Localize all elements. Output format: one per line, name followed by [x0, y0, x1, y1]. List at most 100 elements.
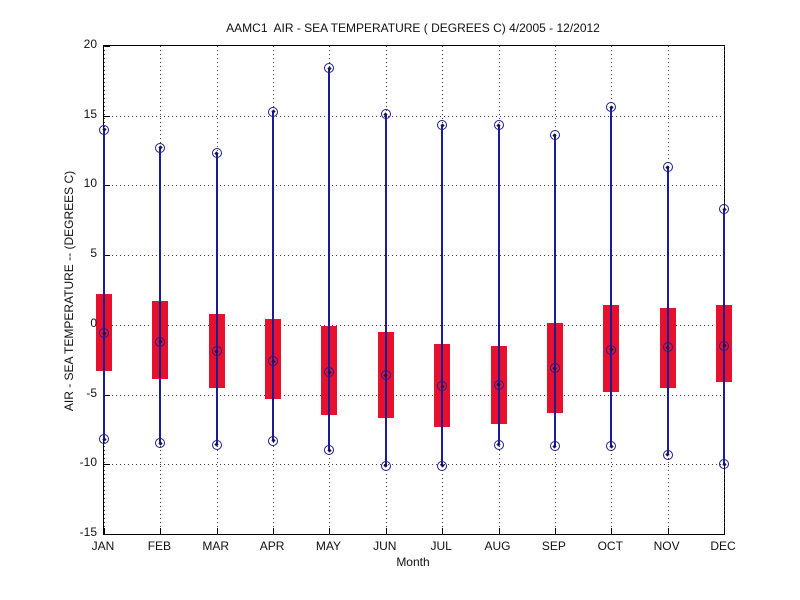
median-marker-sep — [549, 363, 560, 374]
marker-center-dot — [327, 370, 332, 375]
marker-center-dot — [609, 347, 614, 353]
marker-center-dot — [721, 207, 727, 212]
x-tick-label-jan: JAN — [91, 539, 115, 553]
gridline-y-0 — [104, 324, 724, 326]
median-marker-jul — [437, 381, 448, 392]
marker-center-dot — [158, 145, 163, 150]
marker-center-dot — [496, 382, 501, 387]
median-marker-jun — [380, 370, 391, 381]
y-tick-label: 15 — [83, 106, 97, 121]
marker-center-dot — [270, 109, 276, 114]
min-marker-dec — [719, 459, 729, 470]
xtick-mark-apr — [273, 528, 275, 534]
ytick-mark-5 — [104, 255, 110, 257]
xtick-mark-dec — [724, 528, 725, 534]
marker-center-dot — [552, 365, 558, 371]
whisker-line-feb — [159, 147, 162, 444]
y-tick-label: 5 — [90, 246, 97, 261]
marker-center-dot — [609, 105, 614, 110]
whisker-line-mar — [215, 153, 218, 445]
x-tick-label-nov: NOV — [653, 539, 680, 553]
marker-center-dot — [665, 345, 670, 350]
chart-title: AAMC1 AIR - SEA TEMPERATURE ( DEGREES C)… — [226, 21, 600, 35]
min-marker-sep — [549, 441, 560, 452]
median-marker-oct — [606, 344, 617, 355]
y-tick-label: -10 — [79, 455, 97, 470]
x-tick-label-oct: OCT — [597, 539, 623, 553]
xtick-mark-aug — [498, 528, 500, 534]
marker-center-dot — [609, 444, 614, 449]
max-marker-jul — [437, 120, 448, 131]
y-tick-label: 0 — [90, 315, 97, 330]
marker-center-dot — [383, 372, 388, 378]
marker-center-dot — [383, 463, 388, 468]
median-marker-jan — [99, 328, 109, 339]
min-marker-mar — [211, 439, 222, 450]
max-marker-dec — [719, 204, 729, 215]
marker-center-dot — [552, 444, 558, 449]
x-tick-label-aug: AUG — [484, 539, 511, 553]
x-tick-label-sep: SEP — [541, 539, 566, 553]
min-marker-feb — [155, 438, 166, 449]
x-axis-label: Month — [396, 555, 430, 569]
xtick-mark-nov — [667, 528, 669, 534]
marker-center-dot — [665, 165, 670, 170]
xtick-mark-sep — [554, 528, 556, 534]
whisker-line-jul — [441, 125, 444, 466]
xtick-mark-jan — [104, 528, 105, 534]
marker-center-dot — [270, 358, 276, 364]
x-tick-label-dec: DEC — [710, 539, 736, 553]
max-marker-sep — [549, 130, 560, 141]
whisker-line-oct — [610, 107, 613, 447]
marker-center-dot — [158, 339, 163, 344]
gridline-y--5 — [104, 394, 724, 396]
plot-area — [96, 45, 732, 535]
marker-center-dot — [721, 343, 727, 348]
max-marker-jun — [380, 109, 391, 120]
y-tick-label: 10 — [83, 176, 97, 191]
marker-center-dot — [327, 448, 332, 453]
gridline-y-5 — [104, 255, 724, 257]
whisker-line-sep — [553, 135, 556, 447]
x-tick-label-jul: JUL — [430, 539, 452, 553]
whisker-line-aug — [497, 125, 500, 445]
marker-center-dot — [270, 438, 276, 443]
x-tick-label-jun: JUN — [373, 539, 397, 553]
marker-center-dot — [496, 123, 501, 128]
median-marker-apr — [268, 356, 279, 367]
gridline-y-15 — [104, 115, 724, 117]
marker-center-dot — [721, 462, 727, 467]
marker-center-dot — [101, 331, 107, 336]
y-tick-label: -15 — [79, 525, 97, 539]
x-tick-label-feb: FEB — [147, 539, 172, 553]
median-marker-mar — [211, 346, 222, 357]
marker-center-dot — [327, 66, 332, 71]
marker-center-dot — [440, 384, 445, 389]
xtick-mark-mar — [216, 528, 218, 534]
gridline-y--10 — [104, 464, 724, 466]
median-marker-nov — [662, 342, 673, 353]
ytick-mark-20 — [104, 46, 110, 47]
marker-center-dot — [214, 349, 219, 354]
ytick-mark-15 — [104, 115, 110, 117]
min-marker-nov — [662, 449, 673, 460]
marker-center-dot — [383, 112, 388, 117]
whisker-line-may — [328, 68, 331, 451]
marker-center-dot — [440, 463, 445, 468]
median-marker-may — [324, 367, 335, 378]
max-marker-aug — [493, 120, 504, 131]
ytick-mark--10 — [104, 464, 110, 466]
whisker-line-jan — [103, 129, 105, 440]
x-tick-label-may: MAY — [315, 539, 342, 553]
min-marker-jul — [437, 460, 448, 471]
max-marker-oct — [606, 102, 617, 113]
median-marker-feb — [155, 336, 166, 347]
whisker-line-apr — [272, 111, 275, 441]
xtick-mark-jun — [385, 528, 387, 534]
marker-center-dot — [101, 127, 107, 132]
min-marker-apr — [268, 435, 279, 446]
marker-center-dot — [552, 133, 558, 138]
y-axis-label: AIR - SEA TEMPERATURE -- (DEGREES C) — [62, 170, 76, 412]
max-marker-apr — [268, 106, 279, 117]
max-marker-feb — [155, 142, 166, 153]
